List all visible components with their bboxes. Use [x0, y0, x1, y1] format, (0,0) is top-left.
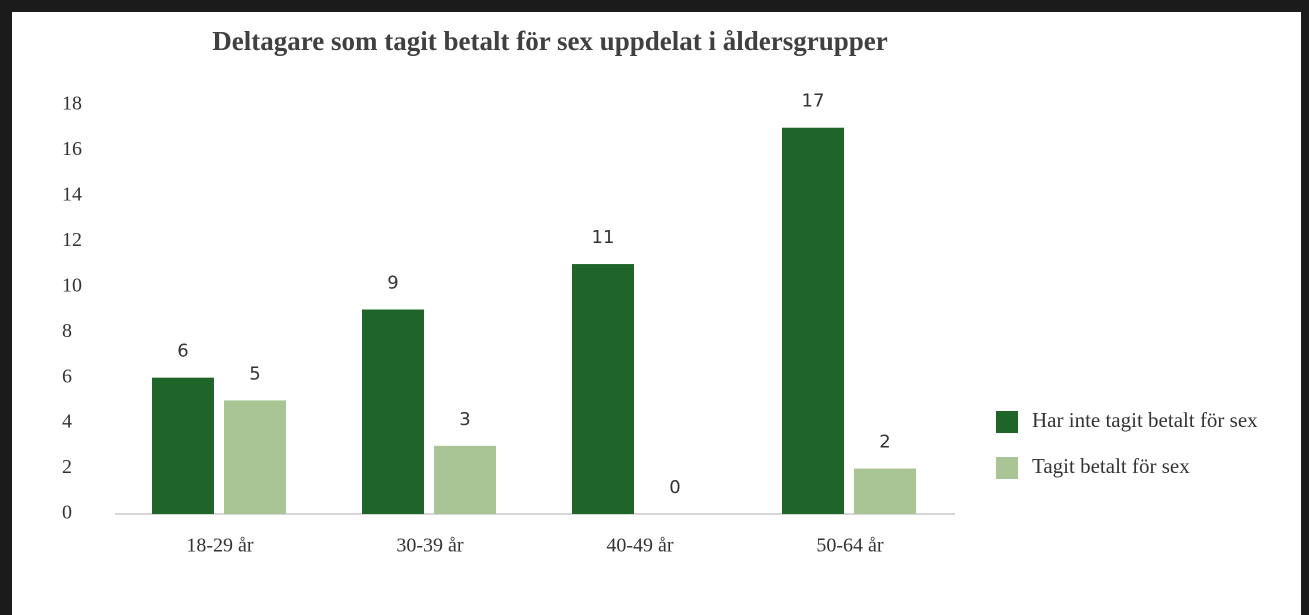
value-label: 9: [387, 273, 398, 294]
bar: [152, 377, 214, 514]
value-label: 0: [669, 477, 680, 498]
y-tick-label: 2: [62, 456, 72, 478]
y-tick-label: 18: [62, 93, 82, 115]
legend-label: Tagit betalt för sex: [1032, 454, 1190, 478]
y-tick-label: 14: [62, 183, 82, 205]
value-label: 5: [249, 363, 260, 384]
value-label: 11: [592, 227, 615, 248]
x-tick-label: 30-39 år: [396, 535, 464, 557]
bar: [572, 264, 634, 514]
legend: Har inte tagit betalt för sex Tagit betal…: [996, 408, 1266, 500]
y-tick-label: 6: [62, 365, 72, 387]
bar: [434, 445, 496, 514]
value-label: 3: [459, 409, 470, 430]
legend-label: Har inte tagit betalt för sex: [1032, 408, 1258, 432]
legend-item: Har inte tagit betalt för sex: [996, 408, 1266, 436]
bar: [782, 127, 844, 514]
chart-title: Deltagare som tagit betalt för sex uppde…: [212, 26, 887, 56]
x-tick-label: 40-49 år: [606, 535, 674, 557]
y-tick-label: 0: [62, 502, 72, 524]
bar: [854, 468, 916, 514]
y-tick-label: 4: [62, 411, 72, 433]
bar: [224, 400, 286, 514]
bar: [362, 309, 424, 514]
x-tick-label: 50-64 år: [816, 535, 884, 557]
y-tick-label: 10: [62, 274, 82, 296]
legend-swatch: [996, 457, 1018, 479]
y-tick-label: 16: [62, 138, 82, 160]
x-tick-label: 18-29 år: [186, 535, 254, 557]
value-label: 2: [879, 432, 890, 453]
legend-swatch: [996, 411, 1018, 433]
value-label: 6: [177, 341, 188, 362]
y-tick-label: 8: [62, 320, 72, 342]
y-tick-label: 12: [62, 229, 82, 251]
value-label: 17: [802, 91, 825, 112]
legend-item: Tagit betalt för sex: [996, 454, 1266, 482]
